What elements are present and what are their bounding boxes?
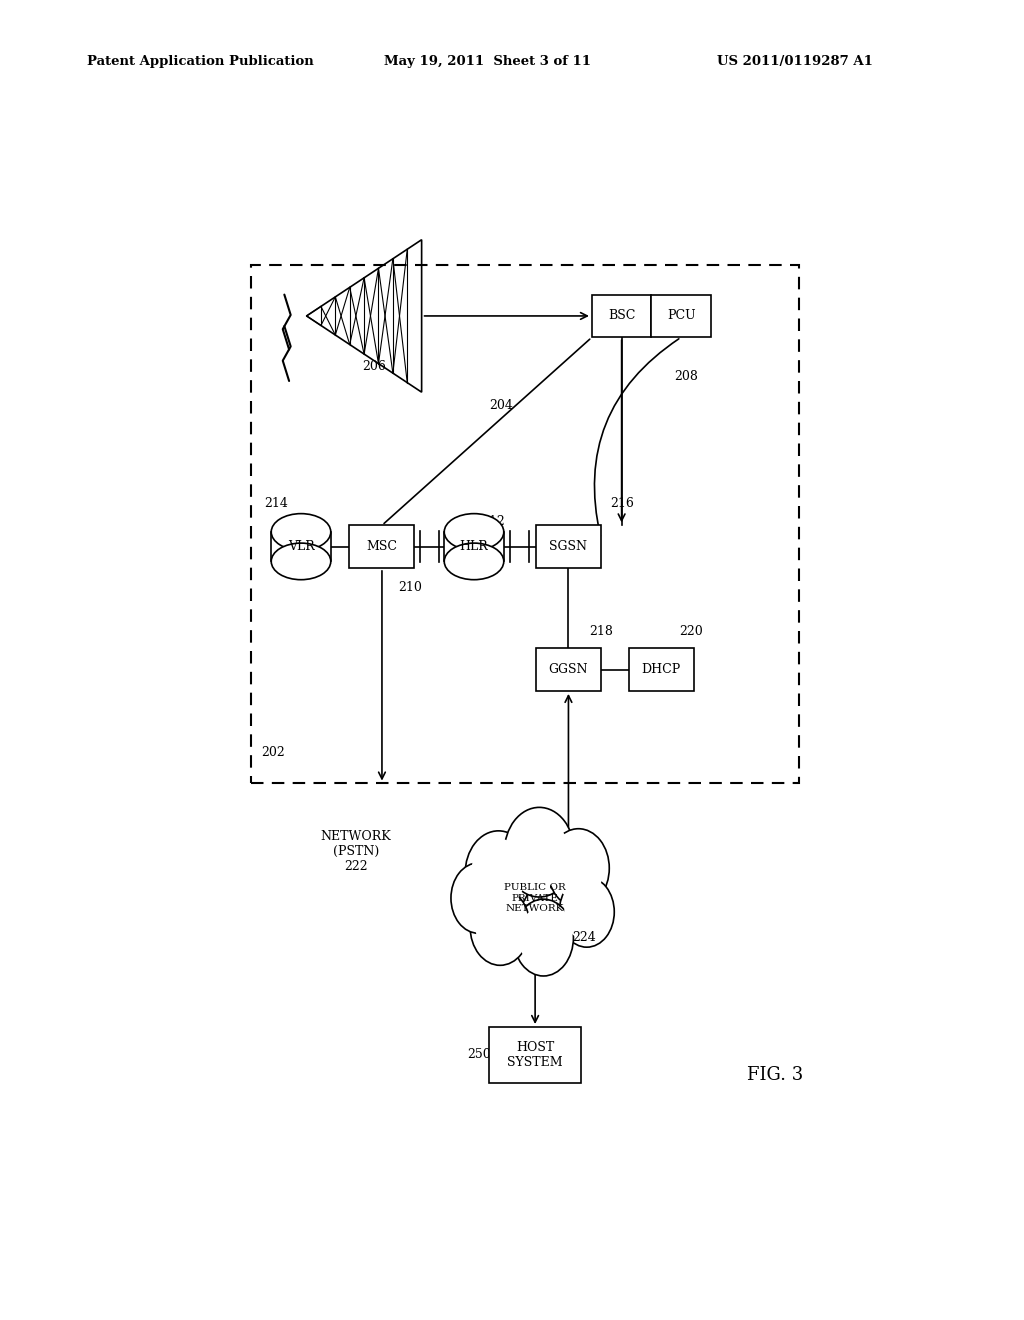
Circle shape (519, 906, 568, 969)
Text: 218: 218 (589, 624, 613, 638)
Text: NETWORK
(PSTN)
222: NETWORK (PSTN) 222 (321, 830, 391, 873)
Text: May 19, 2011  Sheet 3 of 11: May 19, 2011 Sheet 3 of 11 (384, 55, 591, 69)
Text: PUBLIC OR
PRIVATE
NETWORK: PUBLIC OR PRIVATE NETWORK (504, 883, 566, 913)
Bar (536, 525, 601, 568)
Text: 208: 208 (674, 371, 698, 383)
Bar (444, 532, 504, 561)
Text: US 2011/0119287 A1: US 2011/0119287 A1 (717, 55, 872, 69)
Circle shape (470, 888, 530, 965)
Circle shape (548, 829, 609, 908)
Text: 206: 206 (362, 360, 386, 374)
Circle shape (513, 899, 573, 975)
Bar (629, 648, 694, 690)
Circle shape (559, 876, 614, 948)
Text: 210: 210 (397, 581, 422, 594)
Circle shape (553, 836, 604, 900)
Text: Patent Application Publication: Patent Application Publication (87, 55, 313, 69)
Ellipse shape (444, 513, 504, 550)
Bar (251, 265, 799, 784)
Circle shape (504, 808, 574, 898)
Text: SGSN: SGSN (550, 540, 588, 553)
Ellipse shape (271, 543, 331, 579)
Text: PCU: PCU (667, 309, 695, 322)
Ellipse shape (444, 543, 504, 579)
Bar (349, 525, 415, 568)
Text: 204: 204 (489, 399, 513, 412)
Text: 202: 202 (261, 747, 285, 759)
Circle shape (475, 895, 524, 958)
Text: MSC: MSC (367, 540, 397, 553)
Bar (271, 532, 331, 561)
Ellipse shape (271, 513, 331, 550)
Text: 216: 216 (610, 498, 635, 511)
Circle shape (511, 816, 568, 888)
Text: HLR: HLR (460, 540, 488, 553)
Text: 220: 220 (680, 624, 703, 638)
Bar (489, 1027, 581, 1082)
Text: FIG. 3: FIG. 3 (748, 1067, 803, 1084)
Text: BSC: BSC (608, 309, 635, 322)
Text: GGSN: GGSN (549, 663, 588, 676)
Bar (536, 648, 601, 690)
Circle shape (465, 830, 531, 916)
Text: HOST
SYSTEM: HOST SYSTEM (507, 1041, 563, 1069)
Text: DHCP: DHCP (642, 663, 681, 676)
Bar (651, 294, 711, 338)
Text: 212: 212 (481, 515, 505, 528)
Bar (445, 532, 503, 550)
Text: 224: 224 (572, 932, 596, 945)
Circle shape (456, 869, 501, 927)
Text: VLR: VLR (288, 540, 314, 553)
Circle shape (471, 838, 525, 908)
Text: 250: 250 (468, 1048, 492, 1061)
Text: 214: 214 (264, 498, 289, 511)
Circle shape (564, 883, 609, 941)
Circle shape (451, 863, 506, 933)
Bar (592, 294, 651, 338)
Bar (272, 532, 330, 550)
